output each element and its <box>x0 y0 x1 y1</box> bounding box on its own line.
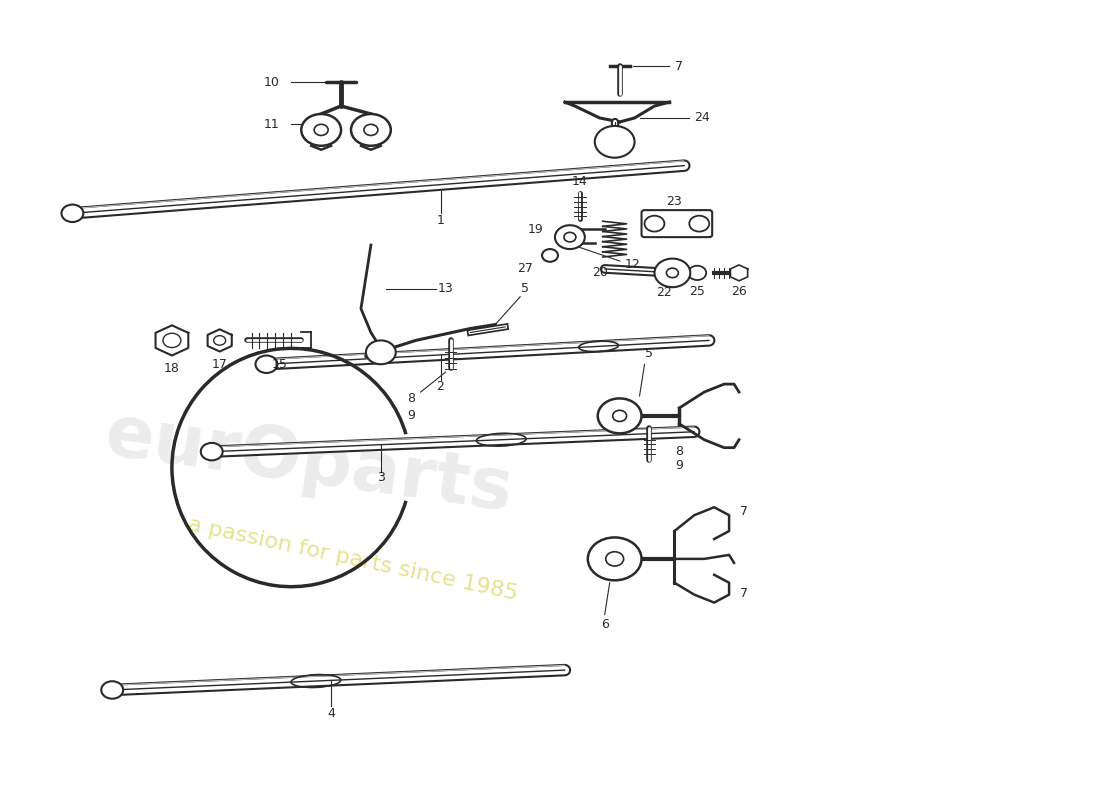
Circle shape <box>613 410 627 422</box>
Text: 9: 9 <box>407 410 415 422</box>
Text: 2: 2 <box>437 380 444 393</box>
Circle shape <box>587 538 641 580</box>
Circle shape <box>645 216 664 231</box>
Text: 11: 11 <box>264 118 279 131</box>
Text: 13: 13 <box>438 282 453 295</box>
Text: 12: 12 <box>625 258 640 271</box>
Text: 9: 9 <box>675 458 683 472</box>
Circle shape <box>597 398 641 434</box>
Text: 6: 6 <box>601 618 608 631</box>
Text: 5: 5 <box>521 282 529 295</box>
Polygon shape <box>730 265 748 281</box>
Text: 27: 27 <box>517 262 534 275</box>
Circle shape <box>690 216 710 231</box>
Text: 8: 8 <box>407 392 415 405</box>
Circle shape <box>366 341 396 364</box>
Text: 24: 24 <box>694 111 711 125</box>
Text: 19: 19 <box>527 222 543 236</box>
Text: 8: 8 <box>675 445 683 458</box>
Text: 10: 10 <box>264 76 279 89</box>
Circle shape <box>315 124 328 135</box>
Text: eurOparts: eurOparts <box>101 401 518 526</box>
Text: 20: 20 <box>592 266 607 279</box>
Circle shape <box>301 114 341 146</box>
Text: 26: 26 <box>732 285 747 298</box>
Circle shape <box>606 552 624 566</box>
Text: 5: 5 <box>646 347 653 361</box>
Text: a passion for parts since 1985: a passion for parts since 1985 <box>186 514 520 604</box>
Circle shape <box>667 268 679 278</box>
Text: 7: 7 <box>740 586 748 599</box>
Polygon shape <box>208 330 232 351</box>
Circle shape <box>564 232 576 242</box>
Circle shape <box>351 114 390 146</box>
Circle shape <box>101 682 123 698</box>
Text: 18: 18 <box>164 362 180 374</box>
Text: 14: 14 <box>572 175 587 188</box>
Text: 23: 23 <box>667 195 682 208</box>
Text: 7: 7 <box>740 505 748 518</box>
Circle shape <box>201 443 222 460</box>
Circle shape <box>255 355 277 373</box>
Circle shape <box>595 126 635 158</box>
Text: 3: 3 <box>377 471 385 484</box>
Circle shape <box>654 258 691 287</box>
Text: 4: 4 <box>327 706 336 719</box>
Polygon shape <box>155 326 188 355</box>
Circle shape <box>364 124 378 135</box>
Circle shape <box>62 205 84 222</box>
Text: 1: 1 <box>437 214 444 227</box>
Circle shape <box>556 226 585 249</box>
Text: 17: 17 <box>211 358 228 370</box>
Text: 25: 25 <box>690 285 705 298</box>
Text: 7: 7 <box>675 60 683 73</box>
Text: 22: 22 <box>657 286 672 299</box>
Text: 15: 15 <box>272 358 287 370</box>
FancyBboxPatch shape <box>641 210 712 237</box>
